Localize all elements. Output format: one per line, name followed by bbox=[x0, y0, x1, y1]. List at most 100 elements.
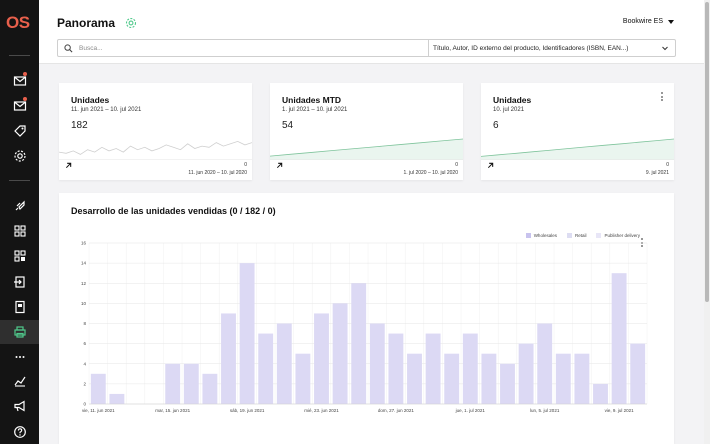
legend-swatch bbox=[596, 233, 602, 238]
printer-icon bbox=[13, 326, 26, 338]
sidebar-item-reports[interactable] bbox=[0, 369, 39, 393]
y-tick-label: 16 bbox=[81, 241, 87, 246]
sparkline-line bbox=[481, 138, 674, 157]
tag-icon bbox=[13, 125, 26, 137]
chart-bar bbox=[630, 343, 646, 404]
megaphone-icon bbox=[13, 400, 25, 412]
login-icon bbox=[13, 276, 25, 288]
x-tick-label: vie, 9. jul 2021 bbox=[605, 408, 635, 413]
arrow-up-right-icon[interactable] bbox=[487, 162, 494, 169]
y-tick-label: 0 bbox=[83, 402, 86, 407]
user-menu[interactable]: Bookwire ES bbox=[623, 18, 674, 25]
chart-bar bbox=[593, 383, 608, 404]
y-tick-label: 10 bbox=[81, 301, 87, 306]
sparkline-area bbox=[59, 141, 252, 160]
sidebar-item-help[interactable] bbox=[0, 420, 39, 444]
sidebar-item-more[interactable] bbox=[0, 345, 39, 369]
notification-dot bbox=[23, 97, 27, 101]
notification-dot bbox=[23, 72, 27, 76]
kpi-sparkline bbox=[481, 138, 674, 160]
sidebar-item-books[interactable] bbox=[0, 295, 39, 319]
sidebar-item-print[interactable] bbox=[0, 320, 39, 344]
x-tick-label: lun, 5. jul 2021 bbox=[530, 408, 560, 413]
chart-legend: Wholesales Retail Publisher delivery bbox=[525, 233, 640, 238]
chart-menu-icon[interactable] bbox=[641, 238, 644, 249]
caret-down-icon bbox=[668, 19, 674, 24]
kpi-zero-label: 0 bbox=[666, 162, 669, 168]
grid-alt-icon bbox=[13, 250, 26, 262]
os-logo[interactable]: OS bbox=[6, 13, 30, 32]
chart-bar bbox=[276, 323, 292, 404]
chart-bar bbox=[481, 353, 497, 404]
sidebar-item-catalog[interactable] bbox=[0, 219, 39, 243]
arrow-up-right-icon[interactable] bbox=[65, 162, 72, 169]
kpi-card-units: Unidades 11. jun 2021 – 10. jul 2021 182… bbox=[59, 83, 252, 180]
legend-item[interactable]: Wholesales bbox=[525, 233, 557, 238]
card-menu-icon[interactable] bbox=[661, 92, 664, 103]
x-tick-label: mié, 23. jun 2021 bbox=[304, 408, 339, 413]
chart-bar bbox=[314, 313, 329, 404]
chart-bar bbox=[388, 333, 404, 404]
chart-icon bbox=[14, 376, 25, 387]
chart-bar bbox=[258, 333, 274, 404]
page-scrollbar[interactable] bbox=[704, 0, 710, 444]
search-scope-label: Título, Autor, ID externo del producto, … bbox=[433, 44, 629, 52]
arrow-up-right-icon[interactable] bbox=[276, 162, 283, 169]
chart-bar bbox=[369, 323, 385, 404]
settings-icon[interactable] bbox=[125, 17, 137, 29]
kpi-compare-range: 9. jul 2021 bbox=[645, 170, 669, 176]
sidebar-divider bbox=[9, 55, 30, 56]
legend-item[interactable]: Publisher delivery bbox=[596, 233, 640, 238]
more-icon bbox=[15, 356, 24, 358]
search-field[interactable] bbox=[58, 40, 428, 56]
kpi-compare-range: 11. jun 2020 – 10. jul 2020 bbox=[188, 170, 247, 176]
sidebar-item-inbox[interactable] bbox=[0, 69, 39, 93]
kpi-compare-range: 1. jul 2020 – 10. jul 2020 bbox=[403, 170, 459, 176]
chart-bar bbox=[444, 353, 460, 404]
y-tick-label: 4 bbox=[83, 361, 86, 366]
search-input[interactable] bbox=[79, 44, 379, 52]
sparkline-line bbox=[270, 138, 463, 157]
sidebar-item-pricing[interactable] bbox=[0, 119, 39, 143]
kpi-zero-label: 0 bbox=[244, 162, 247, 168]
sidebar-item-messages[interactable] bbox=[0, 94, 39, 118]
kpi-card-units-mtd: Unidades MTD 1. jul 2021 – 10. jul 2021 … bbox=[270, 83, 463, 180]
legend-label: Publisher delivery bbox=[604, 233, 640, 238]
chart-bar bbox=[332, 303, 348, 404]
sidebar-item-settings[interactable] bbox=[0, 144, 39, 168]
chart-bar bbox=[183, 363, 199, 404]
kpi-range: 1. jul 2021 – 10. jul 2021 bbox=[282, 107, 348, 113]
kpi-value: 54 bbox=[282, 120, 294, 131]
kpi-range: 11. jun 2021 – 10. jul 2021 bbox=[71, 107, 142, 113]
chart-bar bbox=[202, 373, 218, 404]
x-tick-label: sáb, 19. jun 2021 bbox=[230, 408, 265, 413]
sidebar-item-launch[interactable] bbox=[0, 194, 39, 218]
y-tick-label: 12 bbox=[81, 281, 87, 286]
legend-item[interactable]: Retail bbox=[566, 233, 586, 238]
y-tick-label: 6 bbox=[83, 341, 86, 346]
kpi-range: 10. jul 2021 bbox=[493, 107, 525, 113]
chart-bar bbox=[351, 283, 367, 404]
legend-label: Wholesales bbox=[533, 233, 557, 238]
sidebar-item-marketing[interactable] bbox=[0, 394, 39, 418]
sparkline-area bbox=[270, 139, 463, 160]
sidebar-item-collections[interactable] bbox=[0, 244, 39, 268]
chart-bar bbox=[500, 363, 515, 404]
kpi-value: 6 bbox=[493, 120, 499, 131]
page-title: Panorama bbox=[57, 16, 116, 30]
x-tick-label: dom, 27. jun 2021 bbox=[378, 408, 415, 413]
chart-bar bbox=[537, 323, 553, 404]
kpi-sparkline bbox=[59, 140, 252, 160]
user-label: Bookwire ES bbox=[622, 18, 663, 25]
sidebar-item-import[interactable] bbox=[0, 270, 39, 294]
y-tick-label: 2 bbox=[83, 381, 86, 386]
kpi-zero-label: 0 bbox=[455, 162, 458, 168]
sidebar-nav: OS bbox=[0, 0, 39, 444]
chart-bar bbox=[90, 373, 106, 404]
chart-title: Desarrollo de las unidades vendidas (0 /… bbox=[71, 206, 276, 216]
settings-cog-icon bbox=[13, 150, 26, 162]
search-icon bbox=[64, 43, 73, 52]
scrollbar-thumb[interactable] bbox=[705, 2, 709, 302]
search-scope-select[interactable]: Título, Autor, ID externo del producto, … bbox=[428, 40, 675, 56]
inbox-alert-icon bbox=[13, 101, 26, 111]
